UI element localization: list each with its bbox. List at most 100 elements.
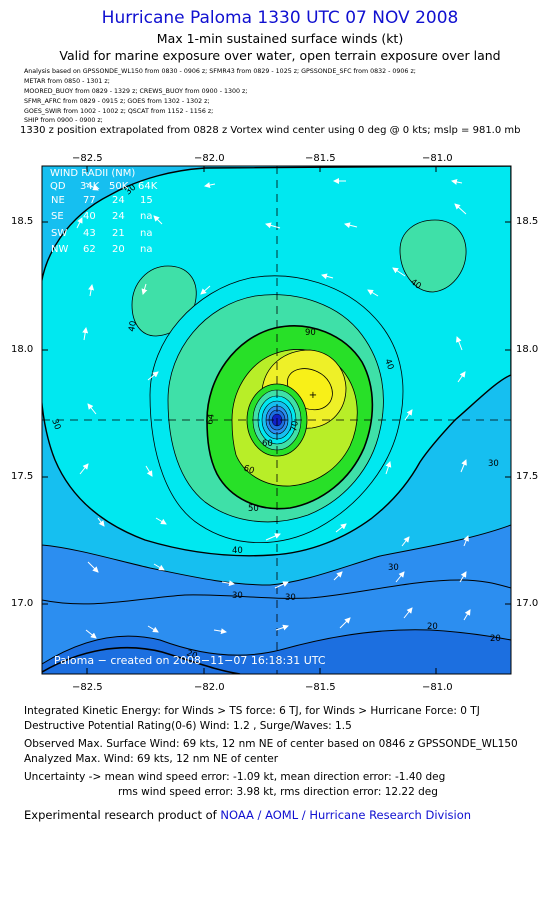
- lat-label-left: 17.5: [11, 471, 34, 482]
- wind-arrow: [457, 371, 466, 383]
- lat-label-left: 17.0: [11, 598, 34, 609]
- source-line: Analysis based on GPSSONDE_WL150 from 08…: [24, 68, 416, 75]
- wind-radii-cell: NE: [51, 195, 65, 206]
- wind-arrow: [274, 581, 289, 589]
- wind-arrow: [204, 182, 216, 188]
- wind-radii-header: QD: [50, 181, 66, 192]
- wind-radii-cell: 77: [83, 195, 96, 206]
- observed-max-line: Observed Max. Surface Wind: 69 kts, 12 n…: [24, 738, 518, 750]
- map-frame: [41, 165, 512, 675]
- wind-arrow: [463, 535, 469, 547]
- wind-arrow: [79, 463, 89, 475]
- contour-label: 50: [248, 504, 259, 514]
- wind-radii-cell: NW: [51, 244, 68, 255]
- validity-note: Valid for marine exposure over water, op…: [59, 48, 501, 63]
- wind-radii-cell: na: [140, 228, 152, 239]
- contour-label: 30: [285, 593, 296, 603]
- wind-arrow: [401, 536, 410, 547]
- source-line: SFMR_AFRC from 0829 - 0915 z; GOES from …: [24, 98, 210, 105]
- contour-label: 40: [232, 546, 243, 556]
- dpr-line: Destructive Potential Rating(0-6) Wind: …: [24, 720, 352, 732]
- wind-arrows: [76, 178, 471, 639]
- wind-radii-header: 50K: [109, 181, 129, 192]
- wind-radii-cell: 24: [112, 211, 125, 222]
- uncertainty-line: Uncertainty -> mean wind speed error: -1…: [24, 771, 446, 783]
- wind-radii-cell: 15: [140, 195, 153, 206]
- wind-arrow: [265, 222, 281, 229]
- wind-radii-header: 34K: [80, 181, 100, 192]
- hrd-link[interactable]: NOAA / AOML / Hurricane Research Divisio…: [220, 808, 472, 822]
- contour-label: 60: [242, 463, 256, 476]
- wind-arrow: [87, 561, 99, 573]
- wind-arrow: [153, 563, 165, 571]
- contour-label: 20: [185, 648, 199, 661]
- contour-label: 60: [262, 439, 273, 449]
- wind-arrow: [392, 267, 406, 277]
- wind-radii-cell: 21: [112, 228, 125, 239]
- lat-label-right: 17.0: [516, 598, 539, 609]
- wind-arrow: [213, 628, 227, 635]
- lon-label-top: −81.5: [305, 153, 336, 164]
- map-credit: Paloma − created on 2008−11−07 16:18:31 …: [54, 654, 326, 667]
- analyzed-max-line: Analyzed Max. Wind: 69 kts, 12 nm NE of …: [24, 753, 279, 765]
- lon-label-top: −81.0: [422, 153, 453, 164]
- lat-label-right: 17.5: [516, 471, 539, 482]
- wind-radii-cell: 40: [83, 211, 96, 222]
- wind-arrow: [76, 217, 83, 229]
- source-line: GOES_SWIR from 1002 - 1002 z; QSCAT from…: [24, 108, 214, 115]
- page-title: Hurricane Paloma 1330 UTC 07 NOV 2008: [101, 8, 459, 28]
- wind-arrow: [463, 609, 471, 621]
- lat-label-right: 18.0: [516, 344, 539, 355]
- max-wind-marker: +: [309, 390, 317, 401]
- wind-arrow: [221, 580, 235, 587]
- wind-arrow: [141, 283, 148, 295]
- credit-line: Experimental research product of NOAA / …: [24, 808, 471, 822]
- contour-label: 70: [289, 420, 301, 432]
- wind-arrow: [155, 517, 167, 525]
- wind-arrow: [321, 273, 334, 280]
- wind-radii-header: 64K: [138, 181, 158, 192]
- wind-radii-cell: 24: [112, 195, 125, 206]
- lon-label-bottom: −82.0: [194, 682, 225, 693]
- wind-radii-cell: SW: [51, 228, 67, 239]
- lat-label-left: 18.0: [11, 344, 34, 355]
- wind-arrow: [97, 517, 105, 527]
- position-note: 1330 z position extrapolated from 0828 z…: [20, 125, 521, 136]
- axis-ticks: [42, 166, 511, 674]
- source-line: METAR from 0850 - 1301 z;: [24, 78, 110, 85]
- wind-arrow: [460, 459, 467, 473]
- wind-radii-cell: SE: [51, 211, 64, 222]
- lon-label-top: −82.5: [72, 153, 103, 164]
- wind-arrow: [87, 403, 97, 415]
- lon-label-bottom: −81.5: [305, 682, 336, 693]
- contour-label: 30: [388, 563, 399, 573]
- wind-arrow: [451, 179, 463, 185]
- wind-arrow: [153, 215, 163, 225]
- wind-arrow: [385, 461, 392, 475]
- wind-island-east: [399, 219, 467, 293]
- contour-label: 20: [427, 622, 438, 632]
- wind-arrow: [403, 607, 413, 619]
- credit-prefix: Experimental research product of: [24, 808, 221, 822]
- contour-label: 30: [232, 591, 243, 601]
- wind-band-below-20: [42, 629, 511, 674]
- lon-label-bottom: −81.0: [422, 682, 453, 693]
- source-line: MOORED_BUOY from 0829 - 1329 z; CREWS_BU…: [24, 88, 248, 95]
- wind-arrow: [85, 182, 99, 191]
- wind-arrow: [333, 571, 343, 581]
- wind-radii-cell: na: [140, 211, 152, 222]
- wind-arrow: [85, 629, 97, 639]
- wind-radii-table: WIND RADII (NM) QD 34K 50K 64K NE 77 24 …: [50, 168, 158, 255]
- wind-radii-cell: na: [140, 244, 152, 255]
- contour-label: 90: [305, 328, 316, 338]
- wind-radii-cell: 20: [112, 244, 125, 255]
- contour-label: 30: [49, 418, 62, 432]
- contour-label: 20: [490, 634, 501, 644]
- wind-island-west: [131, 265, 197, 337]
- wind-arrow: [404, 409, 413, 421]
- wind-arrow: [367, 289, 379, 297]
- wind-arrow: [145, 465, 153, 477]
- lon-label-top: −82.0: [194, 153, 225, 164]
- contour-line: [42, 579, 511, 605]
